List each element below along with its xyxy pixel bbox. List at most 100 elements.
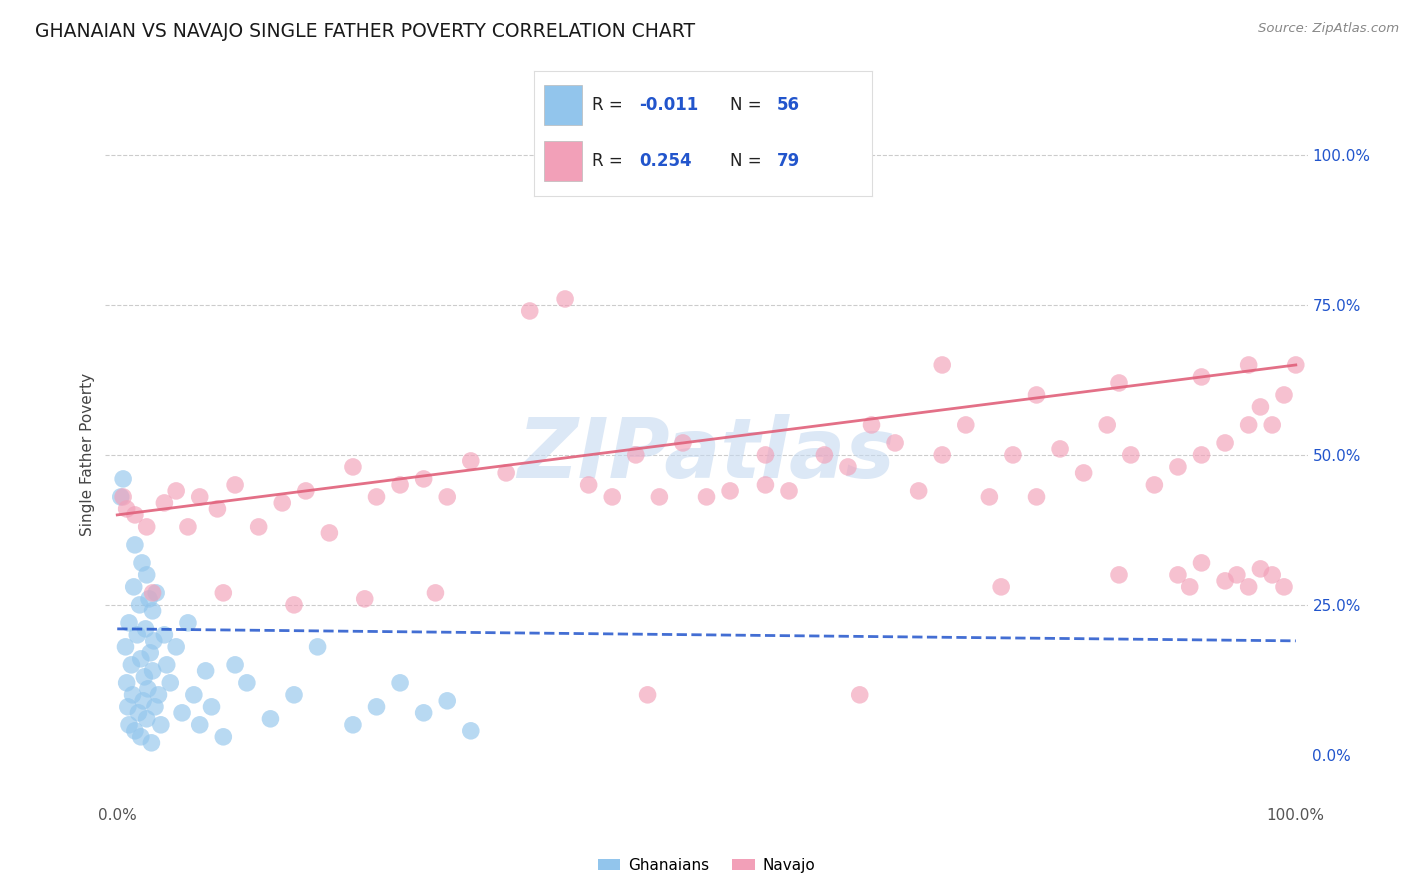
Point	[188, 490, 211, 504]
Point	[1191, 448, 1213, 462]
Point	[212, 730, 235, 744]
Point	[436, 694, 458, 708]
Point	[177, 520, 200, 534]
Point	[1249, 400, 1271, 414]
Point	[1025, 490, 1047, 504]
Point	[1191, 556, 1213, 570]
Text: 79: 79	[778, 153, 800, 170]
Point	[366, 490, 388, 504]
Point	[1143, 478, 1166, 492]
Point	[1097, 417, 1119, 432]
Point	[979, 490, 1001, 504]
Point	[1167, 567, 1189, 582]
Point	[578, 478, 600, 492]
Point	[153, 628, 176, 642]
Point	[1261, 567, 1284, 582]
Point	[124, 538, 146, 552]
Point	[143, 699, 166, 714]
Point	[159, 676, 181, 690]
Text: N =: N =	[730, 96, 766, 114]
Point	[128, 598, 150, 612]
Point	[124, 723, 146, 738]
Point	[1073, 466, 1095, 480]
Point	[183, 688, 205, 702]
Point	[436, 490, 458, 504]
Point	[207, 502, 229, 516]
Point	[127, 706, 149, 720]
Point	[139, 646, 162, 660]
Point	[1001, 448, 1024, 462]
Text: 0.254: 0.254	[638, 153, 692, 170]
Text: R =: R =	[592, 153, 627, 170]
Point	[247, 520, 270, 534]
Point	[141, 736, 163, 750]
Point	[138, 591, 160, 606]
Point	[129, 730, 152, 744]
Point	[600, 490, 623, 504]
Bar	[544, 85, 582, 125]
Point	[194, 664, 217, 678]
Point	[200, 699, 222, 714]
Point	[224, 657, 246, 672]
Text: ZIPatlas: ZIPatlas	[517, 415, 896, 495]
Point	[389, 478, 412, 492]
Point	[860, 417, 883, 432]
Point	[135, 622, 157, 636]
Point	[118, 718, 141, 732]
Point	[1226, 567, 1249, 582]
Point	[112, 472, 135, 486]
Point	[1272, 388, 1295, 402]
Y-axis label: Single Father Poverty: Single Father Poverty	[80, 374, 96, 536]
Point	[813, 448, 835, 462]
Point	[135, 567, 157, 582]
Text: R =: R =	[592, 96, 627, 114]
Point	[931, 358, 953, 372]
Point	[129, 652, 152, 666]
Point	[754, 448, 776, 462]
Point	[460, 454, 482, 468]
Point	[412, 472, 434, 486]
Point	[1108, 376, 1130, 390]
Point	[1237, 417, 1260, 432]
Point	[425, 586, 447, 600]
Point	[110, 490, 132, 504]
Point	[135, 712, 157, 726]
Point	[1285, 358, 1308, 372]
Point	[637, 688, 659, 702]
Point	[460, 723, 482, 738]
Point	[114, 640, 136, 654]
Point	[156, 657, 179, 672]
Point	[353, 591, 375, 606]
Point	[1261, 417, 1284, 432]
Point	[283, 598, 305, 612]
Text: GHANAIAN VS NAVAJO SINGLE FATHER POVERTY CORRELATION CHART: GHANAIAN VS NAVAJO SINGLE FATHER POVERTY…	[35, 22, 696, 41]
Point	[131, 556, 153, 570]
Text: N =: N =	[730, 153, 766, 170]
Point	[236, 676, 259, 690]
Point	[1178, 580, 1201, 594]
Point	[142, 633, 165, 648]
Point	[672, 436, 695, 450]
Point	[955, 417, 977, 432]
Point	[695, 490, 717, 504]
Point	[224, 478, 246, 492]
Point	[142, 604, 165, 618]
Bar	[544, 141, 582, 181]
Point	[294, 483, 316, 498]
Point	[165, 640, 187, 654]
Point	[117, 699, 139, 714]
Point	[907, 483, 929, 498]
Point	[1025, 388, 1047, 402]
Point	[519, 304, 541, 318]
Point	[259, 712, 281, 726]
Point	[1191, 370, 1213, 384]
Point	[848, 688, 870, 702]
Point	[149, 718, 172, 732]
Point	[1119, 448, 1142, 462]
Point	[127, 628, 149, 642]
Point	[188, 718, 211, 732]
Point	[145, 586, 167, 600]
Point	[1108, 567, 1130, 582]
Point	[884, 436, 907, 450]
Point	[118, 615, 141, 630]
